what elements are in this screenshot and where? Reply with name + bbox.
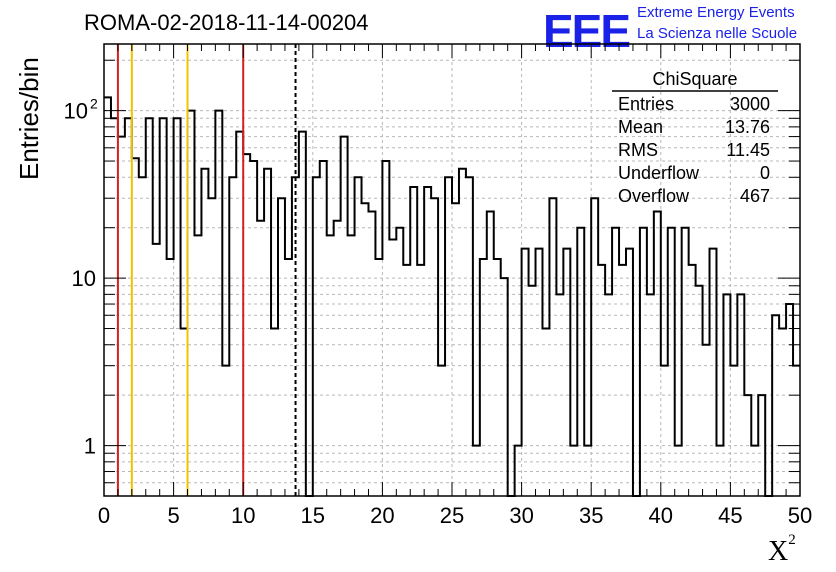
x-tick-label: 20 — [370, 503, 394, 528]
stats-value: 13.76 — [725, 117, 770, 137]
x-tick-label: 10 — [231, 503, 255, 528]
x-axis-label: X2 — [768, 531, 796, 567]
logo-line-1: Extreme Energy Events — [637, 4, 795, 21]
x-tick-label: 50 — [788, 503, 812, 528]
eee-logo: EEE — [543, 5, 631, 57]
logo-line-2: La Scienza nelle Scuole — [637, 25, 798, 42]
y-tick-label: 10 — [72, 266, 96, 291]
x-tick-label: 45 — [718, 503, 742, 528]
stats-label: Overflow — [618, 186, 690, 206]
x-tick-label: 15 — [301, 503, 325, 528]
y-tick-label: 1 — [84, 434, 96, 459]
chart-title: ROMA-02-2018-11-14-00204 — [84, 10, 369, 35]
stats-label: Mean — [618, 117, 663, 137]
stats-value: 0 — [760, 163, 770, 183]
stats-label: RMS — [618, 140, 658, 160]
stats-value: 467 — [740, 186, 770, 206]
stats-label: Underflow — [618, 163, 700, 183]
x-tick-label: 25 — [440, 503, 464, 528]
x-tick-label: 5 — [167, 503, 179, 528]
x-tick-label: 0 — [98, 503, 110, 528]
y-tick-label-exponent: 2 — [90, 96, 98, 112]
x-tick-label: 35 — [579, 503, 603, 528]
x-tick-label: 40 — [649, 503, 673, 528]
x-tick-label: 30 — [509, 503, 533, 528]
stats-title: ChiSquare — [652, 69, 737, 89]
stats-label: Entries — [618, 94, 674, 114]
histogram-series — [104, 96, 800, 497]
y-tick-label: 10 — [64, 99, 88, 124]
stats-value: 3000 — [730, 94, 770, 114]
stats-value: 11.45 — [726, 140, 770, 160]
